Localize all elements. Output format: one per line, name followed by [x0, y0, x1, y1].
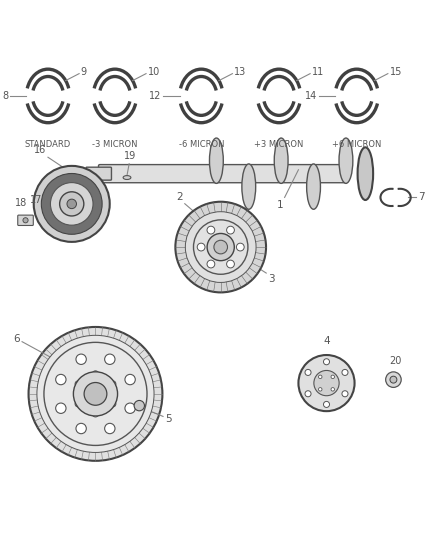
- Circle shape: [194, 220, 248, 274]
- Circle shape: [56, 403, 66, 414]
- Circle shape: [125, 403, 135, 414]
- FancyBboxPatch shape: [86, 167, 111, 180]
- Text: 15: 15: [389, 67, 402, 77]
- Circle shape: [197, 243, 205, 251]
- Circle shape: [125, 374, 135, 385]
- Text: 8: 8: [2, 91, 8, 101]
- Ellipse shape: [307, 164, 321, 209]
- Circle shape: [318, 375, 322, 378]
- Circle shape: [44, 342, 147, 446]
- Text: 19: 19: [124, 151, 137, 161]
- Circle shape: [324, 401, 329, 407]
- Text: +6 MICRON: +6 MICRON: [332, 140, 381, 149]
- Circle shape: [50, 183, 93, 225]
- Ellipse shape: [123, 175, 131, 180]
- Text: -6 MICRON: -6 MICRON: [179, 140, 224, 149]
- Circle shape: [342, 391, 348, 397]
- Circle shape: [84, 383, 107, 405]
- Text: 17: 17: [30, 195, 42, 205]
- Circle shape: [226, 226, 234, 234]
- Circle shape: [92, 411, 99, 417]
- Circle shape: [390, 376, 397, 383]
- Circle shape: [305, 391, 311, 397]
- Text: 4: 4: [323, 335, 330, 345]
- Text: +3 MICRON: +3 MICRON: [254, 140, 304, 149]
- Circle shape: [175, 201, 266, 293]
- Circle shape: [331, 387, 335, 391]
- Circle shape: [298, 355, 355, 411]
- Circle shape: [23, 217, 28, 223]
- Circle shape: [110, 381, 116, 387]
- Circle shape: [207, 233, 234, 261]
- Text: 11: 11: [312, 67, 324, 77]
- Circle shape: [56, 374, 66, 385]
- Circle shape: [92, 371, 99, 377]
- Circle shape: [318, 387, 322, 391]
- Circle shape: [75, 381, 81, 387]
- Circle shape: [207, 260, 215, 268]
- FancyBboxPatch shape: [99, 165, 347, 183]
- Text: 12: 12: [149, 91, 162, 101]
- Text: 14: 14: [305, 91, 317, 101]
- Circle shape: [185, 212, 256, 282]
- Circle shape: [331, 375, 335, 378]
- Text: 18: 18: [14, 198, 27, 208]
- Circle shape: [342, 369, 348, 375]
- Circle shape: [324, 359, 329, 365]
- Circle shape: [105, 354, 115, 365]
- Circle shape: [105, 423, 115, 434]
- Text: STANDARD: STANDARD: [25, 140, 71, 149]
- Circle shape: [76, 354, 86, 365]
- Circle shape: [37, 335, 154, 453]
- Circle shape: [314, 370, 339, 395]
- Circle shape: [237, 243, 244, 251]
- Circle shape: [28, 327, 162, 461]
- Circle shape: [74, 372, 117, 416]
- Circle shape: [76, 423, 86, 434]
- Text: -3 MICRON: -3 MICRON: [92, 140, 138, 149]
- Text: 10: 10: [148, 67, 160, 77]
- Text: 16: 16: [35, 145, 47, 155]
- Ellipse shape: [242, 164, 256, 209]
- Circle shape: [214, 240, 227, 254]
- Text: 20: 20: [389, 356, 402, 366]
- Ellipse shape: [274, 138, 288, 183]
- Circle shape: [385, 372, 401, 387]
- Text: 1: 1: [277, 199, 283, 209]
- FancyBboxPatch shape: [18, 215, 33, 225]
- Text: 2: 2: [176, 191, 183, 201]
- Circle shape: [60, 192, 84, 216]
- Text: 13: 13: [234, 67, 247, 77]
- Circle shape: [67, 199, 77, 208]
- Circle shape: [41, 173, 102, 235]
- Text: 5: 5: [165, 414, 172, 424]
- Ellipse shape: [339, 138, 353, 183]
- Circle shape: [226, 260, 234, 268]
- Ellipse shape: [357, 147, 373, 200]
- Text: 3: 3: [268, 274, 275, 285]
- Circle shape: [305, 369, 311, 375]
- Ellipse shape: [209, 138, 223, 183]
- Circle shape: [134, 400, 145, 411]
- Circle shape: [75, 401, 81, 407]
- Text: 6: 6: [13, 334, 20, 344]
- Text: 9: 9: [81, 67, 87, 77]
- Text: 7: 7: [418, 192, 425, 203]
- Circle shape: [110, 401, 116, 407]
- Circle shape: [34, 166, 110, 242]
- Circle shape: [207, 226, 215, 234]
